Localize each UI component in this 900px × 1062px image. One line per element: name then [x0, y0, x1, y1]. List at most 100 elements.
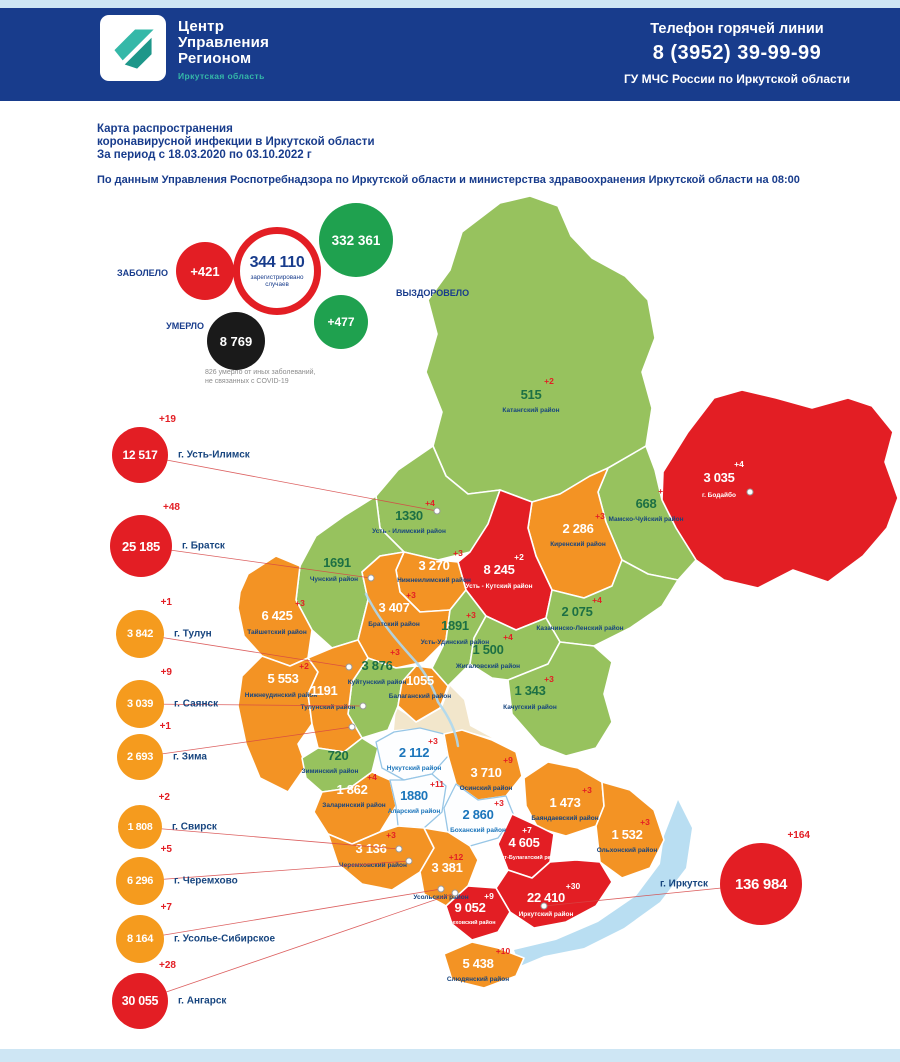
- svg-text:2 860: 2 860: [462, 807, 493, 822]
- brand-line-1: Центр: [178, 18, 225, 35]
- city-label: г. Братск: [182, 540, 225, 552]
- label-olkhonsky: +31 532 Ольхонский район: [597, 817, 658, 854]
- label-zhigalovsky: +41 500 Жигаловский район: [455, 632, 520, 670]
- svg-text:+11: +11: [430, 779, 444, 789]
- city-delta: +19: [159, 414, 176, 425]
- city-stat-ust-ilimsk: 12 517 +19 г. Усть-Илимск: [112, 414, 250, 483]
- svg-text:+3: +3: [386, 830, 396, 840]
- svg-text:668: 668: [636, 496, 657, 511]
- svg-text:+4: +4: [734, 459, 744, 469]
- hotline-block: Телефон горячей линии 8 (3952) 39-99-99 …: [582, 21, 892, 86]
- region-ziminsky: [301, 737, 379, 793]
- city-circle: 1 808: [118, 805, 162, 849]
- brand-line-3: Регионом: [178, 50, 252, 67]
- city-delta: +9: [160, 667, 172, 678]
- svg-text:720: 720: [328, 748, 349, 763]
- region-bokhansky: [443, 783, 515, 847]
- title-line-1: Карта распространения: [97, 123, 233, 135]
- svg-text:3 270: 3 270: [418, 558, 449, 573]
- svg-text:+3: +3: [295, 598, 305, 608]
- svg-text:3 035: 3 035: [703, 470, 734, 485]
- svg-text:Тулунский район: Тулунский район: [301, 703, 356, 711]
- svg-text:Эхирит-Булагатский район: Эхирит-Булагатский район: [487, 854, 561, 861]
- region-shapes: [237, 195, 899, 989]
- svg-text:1 343: 1 343: [514, 683, 545, 698]
- label-tulunsky: 1191 Тулунский район: [301, 683, 356, 711]
- city-marker-dots: [345, 488, 754, 910]
- svg-text:Ольхонский район: Ольхонский район: [597, 846, 658, 854]
- label-bodaibo: +43 035 г. Бодайбо: [702, 459, 744, 499]
- label-osinsky: +93 710 Осинский район: [460, 755, 513, 792]
- label-shelekhovsky: +99 052 Шелеховский район: [440, 891, 495, 926]
- deaths-circle: 8 769: [207, 312, 265, 370]
- svg-text:+3: +3: [640, 817, 650, 827]
- svg-text:+1: +1: [658, 486, 668, 496]
- city-label: г. Саянск: [174, 698, 219, 710]
- label-zalarinsky: +41 862 Заларинский район: [322, 772, 386, 809]
- svg-text:5 553: 5 553: [267, 671, 298, 686]
- title-line-2: коронавирусной инфекции в Иркутской обла…: [97, 136, 375, 148]
- svg-text:9 052: 9 052: [454, 900, 485, 915]
- svg-text:Братский район: Братский район: [368, 620, 420, 628]
- svg-text:Черемховский район: Черемховский район: [339, 861, 407, 869]
- label-ust-kutsky: +28 245 Усть - Кутский район: [465, 552, 532, 590]
- city-circle: 8 164: [116, 915, 164, 963]
- total-cases-caption: зарегистрировано случаев: [250, 274, 304, 288]
- svg-text:1055: 1055: [406, 673, 434, 688]
- city-label: г. Черемхово: [174, 875, 238, 887]
- svg-text:Казачинско-Ленский район: Казачинско-Ленский район: [536, 624, 623, 632]
- svg-text:Катангский район: Катангский район: [502, 406, 559, 414]
- region-kachugsky: [507, 641, 613, 757]
- svg-text:1691: 1691: [323, 555, 351, 570]
- recovered-label: ВЫЗДОРОВЕЛО: [396, 288, 470, 298]
- bottom-strip: [0, 1049, 900, 1062]
- hotline-title: Телефон горячей линии: [650, 21, 824, 37]
- svg-text:1891: 1891: [441, 618, 469, 633]
- city-circle: 3 039: [116, 680, 164, 728]
- svg-text:1 500: 1 500: [472, 642, 503, 657]
- svg-text:2 112: 2 112: [399, 745, 429, 760]
- svg-text:Нукутский район: Нукутский район: [387, 764, 442, 772]
- svg-text:Слюдянский район: Слюдянский район: [447, 975, 509, 983]
- city-delta: +1: [159, 721, 171, 732]
- svg-text:Нижнеудинский район: Нижнеудинский район: [245, 691, 317, 699]
- label-kachugsky: +31 343 Качугский район: [503, 674, 557, 711]
- svg-text:+3: +3: [466, 610, 476, 620]
- svg-text:Зиминский район: Зиминский район: [302, 767, 359, 775]
- label-slyudyansky: +105 438 Слюдянский район: [447, 946, 511, 983]
- page-title: Карта распространения коронавирусной инф…: [97, 123, 375, 162]
- svg-text:+2: +2: [514, 552, 524, 562]
- city-delta: +1: [160, 597, 172, 608]
- svg-text:+2: +2: [544, 376, 554, 386]
- svg-text:8 245: 8 245: [483, 562, 514, 577]
- city-circle: 25 185: [110, 515, 172, 577]
- svg-text:1 862: 1 862: [336, 782, 367, 797]
- svg-text:3 136: 3 136: [355, 841, 386, 856]
- region-bodaibo: [661, 389, 899, 589]
- recovered-delta-circle: +477: [314, 295, 368, 349]
- city-stat-tulun: 3 842 +1 г. Тулун: [116, 597, 212, 658]
- city-delta: +2: [158, 792, 170, 803]
- svg-text:Куйтунский район: Куйтунский район: [348, 678, 407, 686]
- city-delta: +164: [787, 830, 810, 841]
- city-label: г. Иркутск: [659, 878, 708, 890]
- svg-text:3 876: 3 876: [361, 658, 392, 673]
- header: Центр Управления Регионом Иркутская обла…: [0, 8, 900, 101]
- svg-text:+3: +3: [544, 674, 554, 684]
- svg-text:Мамско-Чуйский район: Мамско-Чуйский район: [608, 515, 683, 523]
- svg-text:3 710: 3 710: [470, 765, 501, 780]
- label-kuitunsky: +33 876 Куйтунский район: [348, 647, 407, 686]
- label-nukutsky: +32 112 Нукутский район: [387, 736, 442, 772]
- svg-text:Усть - Кутский район: Усть - Кутский район: [465, 582, 532, 590]
- city-stat-cheremkhovo: 6 296 +5 г. Черемхово: [116, 844, 238, 905]
- label-kirensky: +32 286 Киренский район: [550, 511, 606, 548]
- region-slyudyansky: [443, 941, 525, 989]
- svg-text:+2: +2: [299, 661, 309, 671]
